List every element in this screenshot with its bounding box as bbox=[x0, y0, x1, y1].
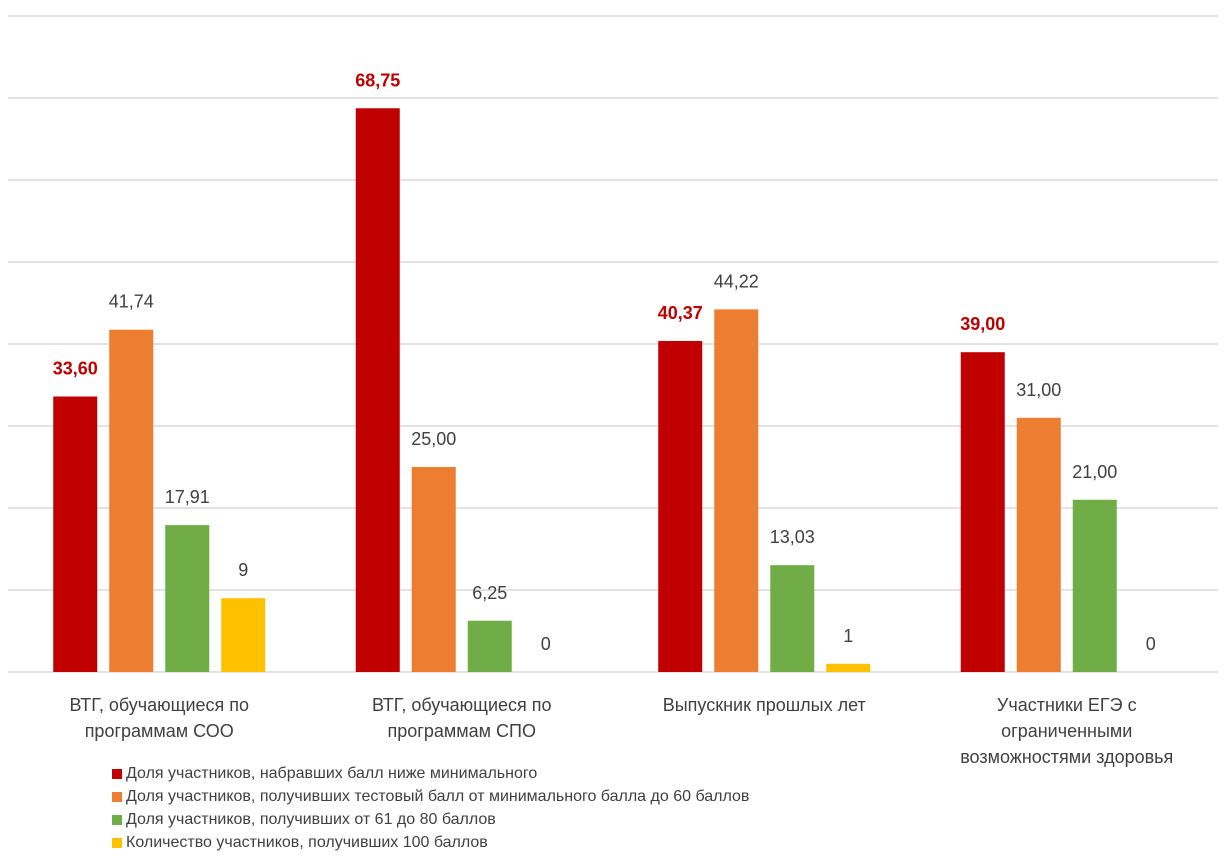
legend-swatch bbox=[112, 837, 122, 848]
legend: Доля участников, набравших балл ниже мин… bbox=[112, 762, 749, 854]
legend-entry: Доля участников, получивших тестовый бал… bbox=[112, 785, 749, 808]
bar bbox=[826, 663, 871, 672]
bar bbox=[714, 309, 759, 672]
legend-label: Количество участников, получивших 100 ба… bbox=[126, 833, 488, 851]
bar bbox=[165, 525, 210, 672]
bar bbox=[355, 108, 400, 672]
data-label: 17,91 bbox=[165, 487, 210, 507]
data-label: 21,00 bbox=[1072, 462, 1117, 482]
bar bbox=[1072, 499, 1117, 672]
data-label: 1 bbox=[843, 626, 853, 646]
data-label: 68,75 bbox=[355, 70, 400, 90]
legend-label: Доля участников, получивших тестовый бал… bbox=[126, 787, 750, 805]
data-label: 40,37 bbox=[658, 303, 703, 323]
x-tick-label: ВТГ, обучающиеся по программам СПО bbox=[371, 695, 552, 741]
bar bbox=[658, 340, 703, 672]
bar bbox=[467, 620, 512, 672]
data-label: 31,00 bbox=[1016, 380, 1061, 400]
bar bbox=[960, 352, 1005, 672]
x-tick-label: Выпускник прошлых лет bbox=[662, 695, 866, 715]
data-label: 0 bbox=[541, 634, 551, 654]
bar bbox=[1016, 417, 1061, 672]
bar bbox=[53, 396, 98, 672]
legend-entry: Доля участников, получивших от 61 до 80 … bbox=[112, 808, 749, 831]
legend-swatch bbox=[112, 814, 122, 825]
data-label: 39,00 bbox=[960, 314, 1005, 334]
legend-entry: Количество участников, получивших 100 ба… bbox=[112, 831, 749, 854]
legend-label: Доля участников, набравших балл ниже мин… bbox=[126, 764, 538, 782]
data-label: 25,00 bbox=[411, 429, 456, 449]
x-tick-label: Участники ЕГЭ с ограниченными возможност… bbox=[960, 695, 1174, 767]
data-label: 9 bbox=[238, 560, 248, 580]
legend-swatch bbox=[112, 768, 122, 779]
bar bbox=[411, 467, 456, 672]
bar bbox=[770, 565, 815, 672]
x-tick-label: ВТГ, обучающиеся по программам СОО bbox=[69, 695, 250, 741]
data-label: 44,22 bbox=[714, 271, 759, 291]
legend-swatch bbox=[112, 791, 122, 802]
data-label: 41,74 bbox=[109, 292, 154, 312]
data-label: 13,03 bbox=[770, 527, 815, 547]
legend-label: Доля участников, получивших от 61 до 80 … bbox=[126, 810, 496, 828]
bar bbox=[221, 598, 266, 672]
bar bbox=[109, 329, 154, 672]
data-label: 6,25 bbox=[472, 583, 507, 603]
data-label: 0 bbox=[1146, 634, 1156, 654]
data-label: 33,60 bbox=[53, 358, 98, 378]
legend-entry: Доля участников, набравших балл ниже мин… bbox=[112, 762, 749, 785]
